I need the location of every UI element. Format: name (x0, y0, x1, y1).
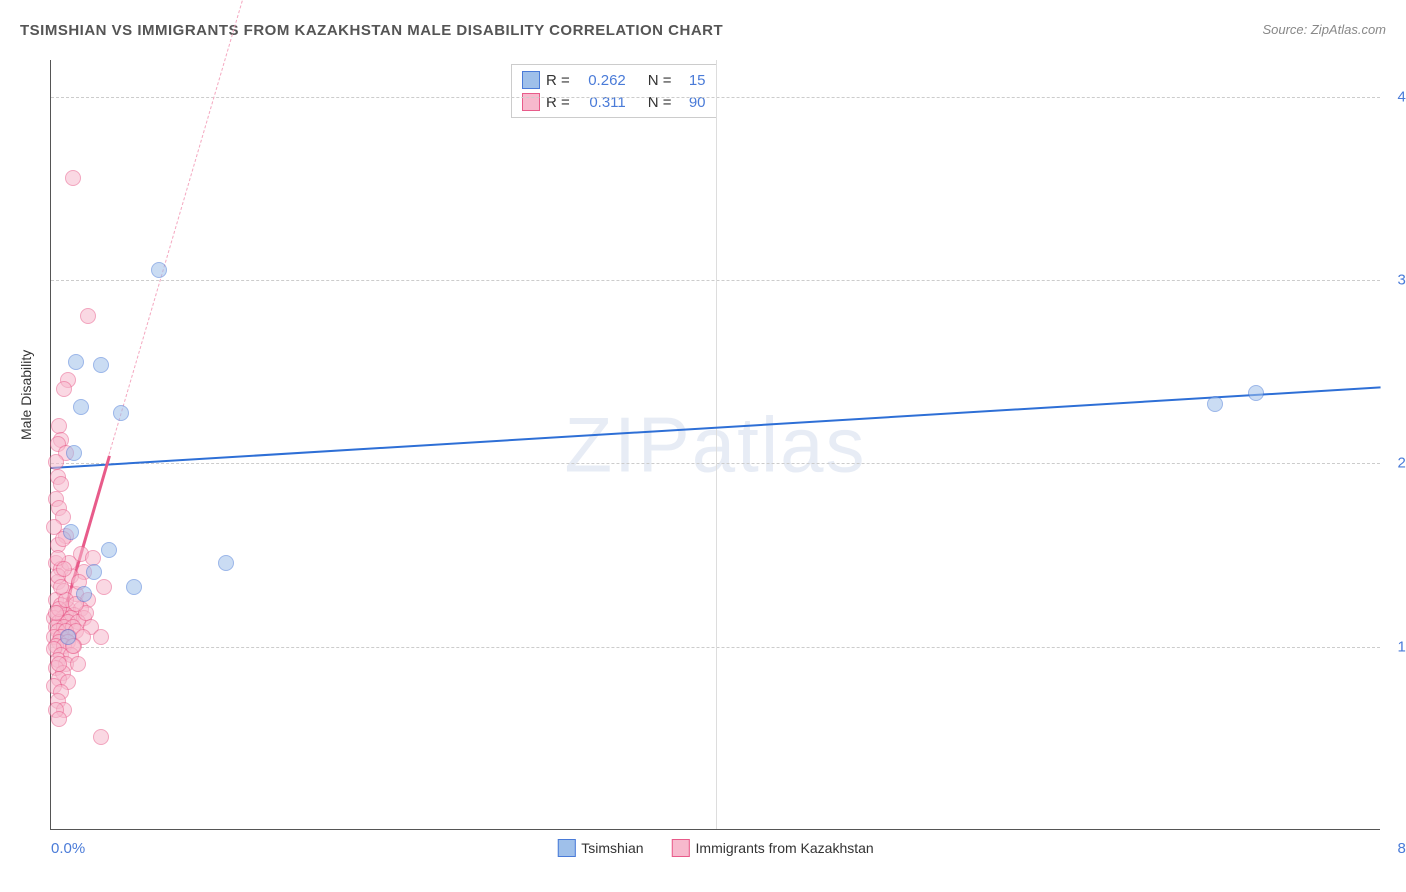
data-point (66, 445, 82, 461)
data-point (51, 711, 67, 727)
legend-label-1: Tsimshian (581, 840, 643, 856)
plot-area: ZIPatlas R = 0.262 N = 15 R = 0.311 N = … (50, 60, 1380, 830)
data-point (1207, 396, 1223, 412)
data-point (51, 418, 67, 434)
data-point (93, 629, 109, 645)
gridline-v (716, 60, 717, 829)
data-point (60, 629, 76, 645)
data-point (48, 454, 64, 470)
source-label: Source: ZipAtlas.com (1262, 22, 1386, 37)
data-point (1248, 385, 1264, 401)
data-point (113, 405, 129, 421)
swatch-series-1 (522, 71, 540, 89)
n-value-1: 15 (678, 72, 706, 89)
r-label: R = (546, 72, 570, 89)
data-point (63, 524, 79, 540)
chart-title: TSIMSHIAN VS IMMIGRANTS FROM KAZAKHSTAN … (20, 22, 723, 39)
bottom-legend: Tsimshian Immigrants from Kazakhstan (557, 839, 873, 857)
swatch-series-2 (672, 839, 690, 857)
data-point (96, 579, 112, 595)
y-tick-label: 30.0% (1397, 272, 1406, 289)
data-point (48, 605, 64, 621)
legend-item-2: Immigrants from Kazakhstan (672, 839, 874, 857)
y-tick-label: 10.0% (1397, 638, 1406, 655)
y-tick-label: 20.0% (1397, 455, 1406, 472)
data-point (73, 399, 89, 415)
data-point (93, 729, 109, 745)
data-point (53, 476, 69, 492)
data-point (70, 656, 86, 672)
data-point (56, 561, 72, 577)
data-point (56, 381, 72, 397)
n-label: N = (648, 72, 672, 89)
data-point (86, 564, 102, 580)
data-point (126, 579, 142, 595)
legend-label-2: Immigrants from Kazakhstan (696, 840, 874, 856)
r-value-1: 0.262 (576, 72, 626, 89)
data-point (80, 308, 96, 324)
data-point (101, 542, 117, 558)
data-point (76, 586, 92, 602)
x-tick-label: 0.0% (51, 840, 85, 857)
data-point (93, 357, 109, 373)
data-point (85, 550, 101, 566)
legend-stats-row-1: R = 0.262 N = 15 (522, 69, 706, 91)
data-point (218, 555, 234, 571)
data-point (151, 262, 167, 278)
y-tick-label: 40.0% (1397, 88, 1406, 105)
y-axis-label: Male Disability (18, 350, 34, 440)
data-point (68, 354, 84, 370)
data-point (65, 170, 81, 186)
data-point (51, 656, 67, 672)
x-tick-label: 80.0% (1397, 840, 1406, 857)
legend-stats-box: R = 0.262 N = 15 R = 0.311 N = 90 (511, 64, 717, 118)
data-point (53, 579, 69, 595)
trend-line (109, 0, 301, 455)
legend-item-1: Tsimshian (557, 839, 643, 857)
legend-stats-row-2: R = 0.311 N = 90 (522, 91, 706, 113)
swatch-series-1 (557, 839, 575, 857)
